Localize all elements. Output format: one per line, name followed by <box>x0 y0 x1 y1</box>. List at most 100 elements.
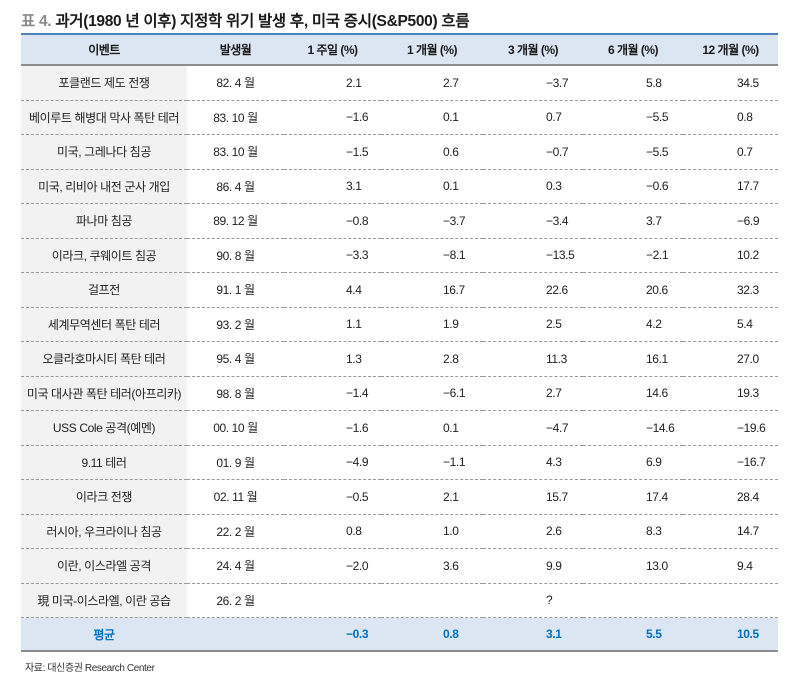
date-cell: 01. 9 월 <box>187 445 284 480</box>
6month-cell: 14.6 <box>583 376 683 411</box>
12month-cell: −19.6 <box>683 410 778 446</box>
header-date: 발생월 <box>187 33 284 66</box>
3month-cell: ? <box>483 583 583 618</box>
date-cell: 90. 8 월 <box>187 238 284 273</box>
3month-cell: 2.6 <box>483 514 583 549</box>
1week-cell: −4.9 <box>284 445 381 480</box>
1month-cell: 16.7 <box>381 272 483 308</box>
3month-cell: −3.4 <box>483 203 583 239</box>
6month-cell: 8.3 <box>583 514 683 549</box>
average-1month: 0.8 <box>381 617 483 652</box>
12month-cell: 19.3 <box>683 376 778 411</box>
date-cell: 24. 4 월 <box>187 548 284 584</box>
12month-cell: 34.5 <box>683 65 778 101</box>
header-event: 이벤트 <box>21 33 187 66</box>
1week-cell: 3.1 <box>284 169 381 204</box>
table-row: 미국, 그레나다 침공 83. 10 월 −1.5 0.6 −0.7 −5.5 0.7 <box>21 134 778 170</box>
6month-cell: 4.2 <box>583 307 683 342</box>
header-6month: 6 개월 (%) <box>583 33 683 66</box>
table-row: 세계무역센터 폭탄 테러 93. 2 월 1.1 1.9 2.5 4.2 5.4 <box>21 307 778 342</box>
table-row: 이라크, 쿠웨이트 침공 90. 8 월 −3.3 −8.1 −13.5 −2.1 10.2 <box>21 238 778 273</box>
6month-cell: −14.6 <box>583 410 683 446</box>
12month-cell: −6.9 <box>683 203 778 239</box>
3month-cell: −13.5 <box>483 238 583 273</box>
average-date <box>187 617 284 652</box>
table-row: 미국 대사관 폭탄 테러(아프리카) 98. 8 월 −1.4 −6.1 2.7 14.6… <box>21 376 778 411</box>
1week-cell: −1.5 <box>284 134 381 170</box>
table-row: 오클라호마시티 폭탄 테러 95. 4 월 1.3 2.8 11.3 16.1 27.0 <box>21 341 778 377</box>
event-cell: 세계무역센터 폭탄 테러 <box>21 307 187 342</box>
1month-cell: −8.1 <box>381 238 483 273</box>
1month-cell: 1.9 <box>381 307 483 342</box>
date-cell: 83. 10 월 <box>187 100 284 135</box>
1week-cell: 4.4 <box>284 272 381 308</box>
12month-cell: 9.4 <box>683 548 778 584</box>
12month-cell: 10.2 <box>683 238 778 273</box>
event-cell: USS Cole 공격(예멘) <box>21 410 187 446</box>
1week-cell: −1.4 <box>284 376 381 411</box>
1week-cell: 1.1 <box>284 307 381 342</box>
12month-cell: −16.7 <box>683 445 778 480</box>
3month-cell: 4.3 <box>483 445 583 480</box>
1month-cell: −3.7 <box>381 203 483 239</box>
date-cell: 82. 4 월 <box>187 65 284 101</box>
3month-cell: −4.7 <box>483 410 583 446</box>
average-12month: 10.5 <box>683 617 778 652</box>
1week-cell <box>284 583 381 618</box>
event-cell: 러시아, 우크라이나 침공 <box>21 514 187 549</box>
1month-cell: 2.7 <box>381 65 483 101</box>
event-cell: 現 미국-이스라엘, 이란 공습 <box>21 583 187 618</box>
header-12month: 12 개월 (%) <box>683 33 778 66</box>
event-cell: 파나마 침공 <box>21 203 187 239</box>
3month-cell: 11.3 <box>483 341 583 377</box>
geopolitical-crisis-table: 이벤트 발생월 1 주일 (%) 1 개월 (%) 3 개월 (%) 6 개월 … <box>21 33 778 652</box>
average-label: 평균 <box>21 617 187 652</box>
date-cell: 02. 11 월 <box>187 479 284 515</box>
date-cell: 98. 8 월 <box>187 376 284 411</box>
12month-cell <box>683 583 778 618</box>
table-row: 러시아, 우크라이나 침공 22. 2 월 0.8 1.0 2.6 8.3 14.7 <box>21 514 778 549</box>
6month-cell: −5.5 <box>583 100 683 135</box>
6month-cell: 6.9 <box>583 445 683 480</box>
6month-cell: 5.8 <box>583 65 683 101</box>
date-cell: 89. 12 월 <box>187 203 284 239</box>
1week-cell: −0.8 <box>284 203 381 239</box>
event-cell: 미국, 그레나다 침공 <box>21 134 187 170</box>
1month-cell: 2.8 <box>381 341 483 377</box>
12month-cell: 32.3 <box>683 272 778 308</box>
12month-cell: 0.7 <box>683 134 778 170</box>
6month-cell: 16.1 <box>583 341 683 377</box>
3month-cell: 2.5 <box>483 307 583 342</box>
source-note: 자료: 대신증권 Research Center <box>25 663 155 674</box>
3month-cell: 15.7 <box>483 479 583 515</box>
1month-cell: 0.1 <box>381 410 483 446</box>
12month-cell: 0.8 <box>683 100 778 135</box>
table-title: 표 4. 과거(1980 년 이후) 지정학 위기 발생 후, 미국 증시(S&… <box>21 9 470 31</box>
3month-cell: 22.6 <box>483 272 583 308</box>
event-cell: 이라크, 쿠웨이트 침공 <box>21 238 187 273</box>
12month-cell: 5.4 <box>683 307 778 342</box>
table-row: 파나마 침공 89. 12 월 −0.8 −3.7 −3.4 3.7 −6.9 <box>21 203 778 239</box>
event-cell: 이라크 전쟁 <box>21 479 187 515</box>
1week-cell: −0.5 <box>284 479 381 515</box>
event-cell: 미국, 리비아 내전 군사 개입 <box>21 169 187 204</box>
1month-cell: 3.6 <box>381 548 483 584</box>
event-cell: 오클라호마시티 폭탄 테러 <box>21 341 187 377</box>
date-cell: 95. 4 월 <box>187 341 284 377</box>
1week-cell: −1.6 <box>284 100 381 135</box>
average-6month: 5.5 <box>583 617 683 652</box>
date-cell: 26. 2 월 <box>187 583 284 618</box>
12month-cell: 14.7 <box>683 514 778 549</box>
1month-cell: −6.1 <box>381 376 483 411</box>
date-cell: 22. 2 월 <box>187 514 284 549</box>
table-row: 9.11 테러 01. 9 월 −4.9 −1.1 4.3 6.9 −16.7 <box>21 445 778 480</box>
1month-cell: −1.1 <box>381 445 483 480</box>
table-row: 포클랜드 제도 전쟁 82. 4 월 2.1 2.7 −3.7 5.8 34.5 <box>21 65 778 101</box>
1month-cell <box>381 583 483 618</box>
1week-cell: 2.1 <box>284 65 381 101</box>
3month-cell: 9.9 <box>483 548 583 584</box>
6month-cell: −5.5 <box>583 134 683 170</box>
3month-cell: 2.7 <box>483 376 583 411</box>
1week-cell: −1.6 <box>284 410 381 446</box>
date-cell: 00. 10 월 <box>187 410 284 446</box>
